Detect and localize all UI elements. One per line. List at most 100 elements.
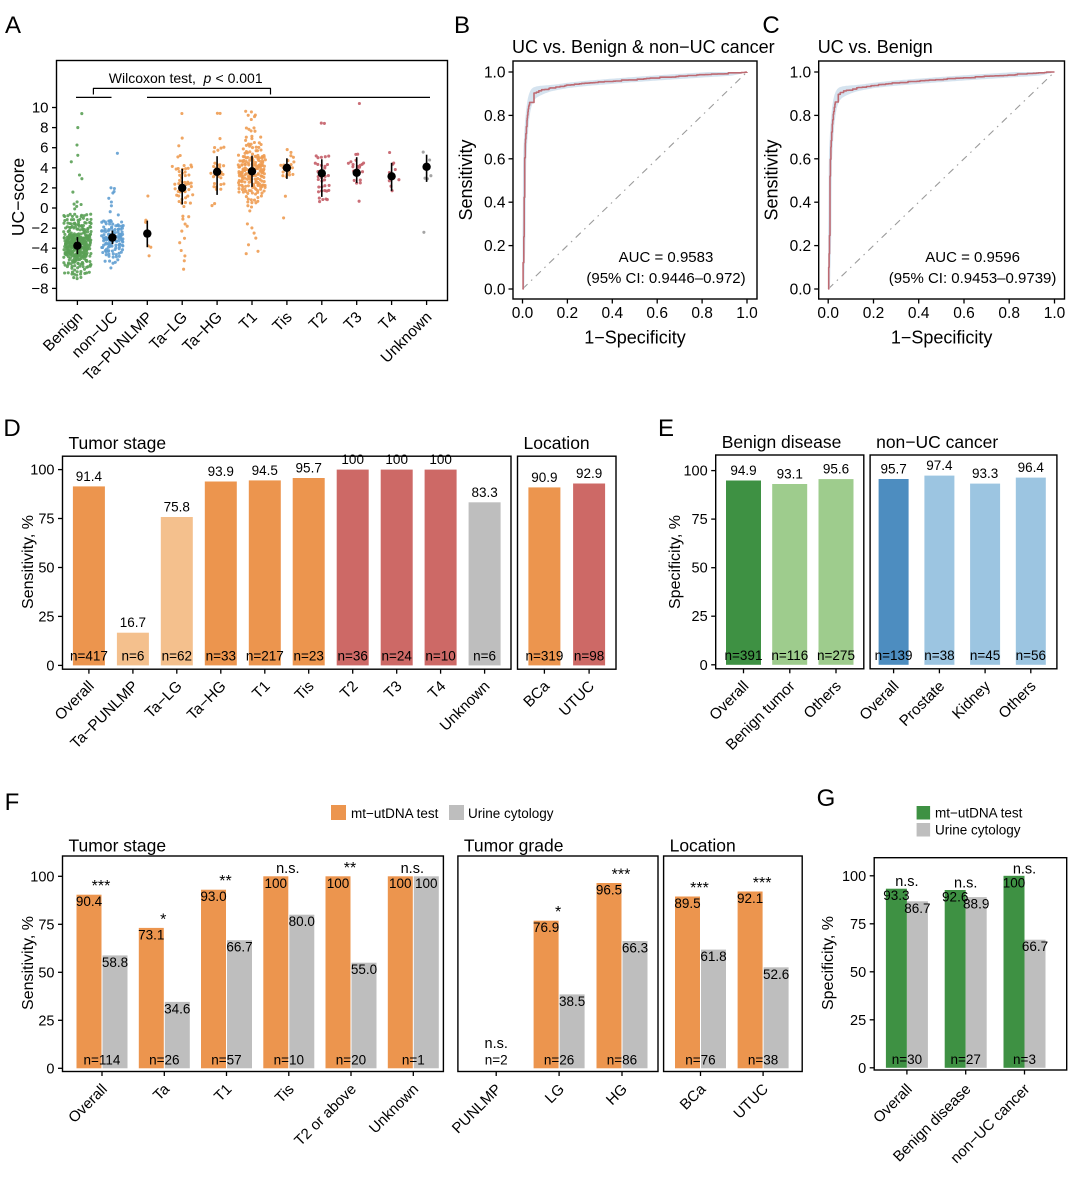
svg-text:0.2: 0.2 bbox=[790, 238, 812, 255]
svg-text:0: 0 bbox=[700, 658, 708, 674]
svg-text:100: 100 bbox=[842, 869, 866, 885]
svg-text:0.4: 0.4 bbox=[908, 305, 930, 322]
svg-text:n=10: n=10 bbox=[425, 649, 455, 664]
svg-text:n=98: n=98 bbox=[574, 649, 604, 664]
svg-text:0.8: 0.8 bbox=[790, 108, 812, 125]
svg-text:38.5: 38.5 bbox=[559, 994, 585, 1009]
svg-text:*: * bbox=[160, 911, 166, 928]
svg-text:Specificity, %: Specificity, % bbox=[667, 515, 684, 609]
svg-text:n=319: n=319 bbox=[525, 649, 563, 664]
svg-text:95.7: 95.7 bbox=[880, 462, 906, 477]
svg-text:AUC = 0.9596: AUC = 0.9596 bbox=[925, 249, 1020, 266]
svg-text:non−UC cancer: non−UC cancer bbox=[876, 432, 998, 452]
svg-text:−4: −4 bbox=[31, 240, 48, 257]
svg-text:(95% CI: 0.9453–0.9739): (95% CI: 0.9453–0.9739) bbox=[889, 270, 1057, 287]
svg-text:A: A bbox=[5, 12, 21, 39]
svg-text:Location: Location bbox=[670, 836, 736, 856]
svg-text:**: ** bbox=[219, 873, 231, 890]
svg-text:10: 10 bbox=[32, 100, 49, 117]
svg-text:n=2: n=2 bbox=[485, 1052, 508, 1067]
svg-text:(95% CI: 0.9446–0.972): (95% CI: 0.9446–0.972) bbox=[586, 270, 745, 287]
svg-text:n=114: n=114 bbox=[84, 1052, 121, 1067]
svg-text:4: 4 bbox=[40, 160, 48, 177]
svg-text:2: 2 bbox=[40, 180, 48, 197]
svg-text:50: 50 bbox=[692, 561, 708, 577]
svg-text:90.9: 90.9 bbox=[531, 470, 557, 485]
svg-text:Sensitivity, %: Sensitivity, % bbox=[20, 515, 37, 609]
svg-text:58.8: 58.8 bbox=[102, 955, 128, 970]
svg-text:UC vs. Benign & non−UC cancer: UC vs. Benign & non−UC cancer bbox=[512, 37, 775, 57]
svg-text:1.0: 1.0 bbox=[484, 65, 506, 82]
svg-text:Specificity, %: Specificity, % bbox=[820, 916, 837, 1010]
svg-text:n=3: n=3 bbox=[1013, 1052, 1036, 1067]
svg-text:mt−utDNA test: mt−utDNA test bbox=[935, 806, 1023, 821]
svg-text:n=56: n=56 bbox=[1016, 648, 1046, 663]
svg-text:−8: −8 bbox=[31, 280, 48, 297]
svg-text:25: 25 bbox=[850, 1013, 866, 1029]
svg-text:75.8: 75.8 bbox=[164, 500, 190, 515]
svg-text:55.0: 55.0 bbox=[351, 962, 377, 977]
svg-text:n.s.: n.s. bbox=[1013, 861, 1036, 877]
svg-text:Tumor stage: Tumor stage bbox=[69, 433, 167, 453]
svg-text:n=33: n=33 bbox=[206, 649, 236, 664]
svg-text:n=27: n=27 bbox=[950, 1052, 980, 1067]
svg-text:n=217: n=217 bbox=[246, 649, 284, 664]
svg-text:Tumor stage: Tumor stage bbox=[69, 836, 167, 856]
svg-text:*: * bbox=[555, 904, 561, 921]
svg-text:Benign disease: Benign disease bbox=[722, 432, 842, 452]
svg-text:n=116: n=116 bbox=[771, 648, 808, 663]
svg-text:F: F bbox=[5, 789, 20, 816]
svg-text:UC−score: UC−score bbox=[8, 158, 28, 236]
svg-text:0.6: 0.6 bbox=[484, 151, 506, 168]
svg-text:1−Specificity: 1−Specificity bbox=[891, 328, 993, 348]
svg-text:n=6: n=6 bbox=[121, 649, 144, 664]
svg-text:75: 75 bbox=[850, 917, 866, 933]
svg-text:n=86: n=86 bbox=[607, 1052, 637, 1067]
svg-text:0.6: 0.6 bbox=[953, 305, 975, 322]
svg-text:n=20: n=20 bbox=[336, 1052, 366, 1067]
svg-text:n=26: n=26 bbox=[149, 1052, 179, 1067]
svg-text:94.5: 94.5 bbox=[252, 463, 278, 478]
svg-text:n=36: n=36 bbox=[337, 649, 367, 664]
svg-text:0.2: 0.2 bbox=[484, 238, 506, 255]
svg-text:0.2: 0.2 bbox=[557, 305, 579, 322]
svg-text:90.4: 90.4 bbox=[76, 894, 103, 909]
svg-text:***: *** bbox=[690, 880, 709, 897]
svg-text:C: C bbox=[762, 12, 779, 39]
svg-text:n=24: n=24 bbox=[381, 649, 412, 664]
svg-text:n=57: n=57 bbox=[211, 1052, 241, 1067]
svg-text:92.6: 92.6 bbox=[942, 890, 968, 905]
svg-text:88.9: 88.9 bbox=[963, 897, 989, 912]
svg-text:Wilcoxon test,: Wilcoxon test, bbox=[109, 70, 196, 86]
svg-text:100: 100 bbox=[265, 876, 288, 891]
svg-text:50: 50 bbox=[38, 965, 54, 981]
svg-text:93.1: 93.1 bbox=[777, 467, 803, 482]
svg-text:0: 0 bbox=[858, 1061, 866, 1077]
svg-text:UC vs. Benign: UC vs. Benign bbox=[818, 37, 933, 57]
svg-text:100: 100 bbox=[327, 876, 350, 891]
svg-text:n.s.: n.s. bbox=[401, 861, 424, 877]
svg-text:n.s.: n.s. bbox=[895, 874, 918, 890]
svg-text:0.4: 0.4 bbox=[484, 195, 506, 212]
svg-text:76.9: 76.9 bbox=[533, 920, 559, 935]
svg-text:n=6: n=6 bbox=[473, 649, 496, 664]
svg-text:0.0: 0.0 bbox=[512, 305, 534, 322]
svg-text:91.4: 91.4 bbox=[76, 469, 103, 484]
svg-text:mt−utDNA test: mt−utDNA test bbox=[351, 806, 439, 821]
svg-text:n=38: n=38 bbox=[924, 648, 954, 663]
svg-text:***: *** bbox=[612, 867, 631, 884]
svg-text:100: 100 bbox=[30, 463, 54, 479]
svg-text:0.0: 0.0 bbox=[817, 305, 839, 322]
svg-text:n=26: n=26 bbox=[544, 1052, 574, 1067]
svg-text:Urine cytology: Urine cytology bbox=[468, 806, 554, 821]
svg-text:75: 75 bbox=[692, 512, 708, 528]
svg-text:n=45: n=45 bbox=[970, 648, 1000, 663]
svg-text:**: ** bbox=[344, 860, 356, 877]
svg-text:73.1: 73.1 bbox=[138, 927, 164, 942]
svg-text:93.0: 93.0 bbox=[200, 889, 226, 904]
svg-text:75: 75 bbox=[38, 917, 54, 933]
svg-text:n=1: n=1 bbox=[402, 1052, 425, 1067]
svg-text:0.4: 0.4 bbox=[602, 305, 624, 322]
svg-text:50: 50 bbox=[38, 561, 54, 577]
svg-text:1−Specificity: 1−Specificity bbox=[584, 328, 686, 348]
